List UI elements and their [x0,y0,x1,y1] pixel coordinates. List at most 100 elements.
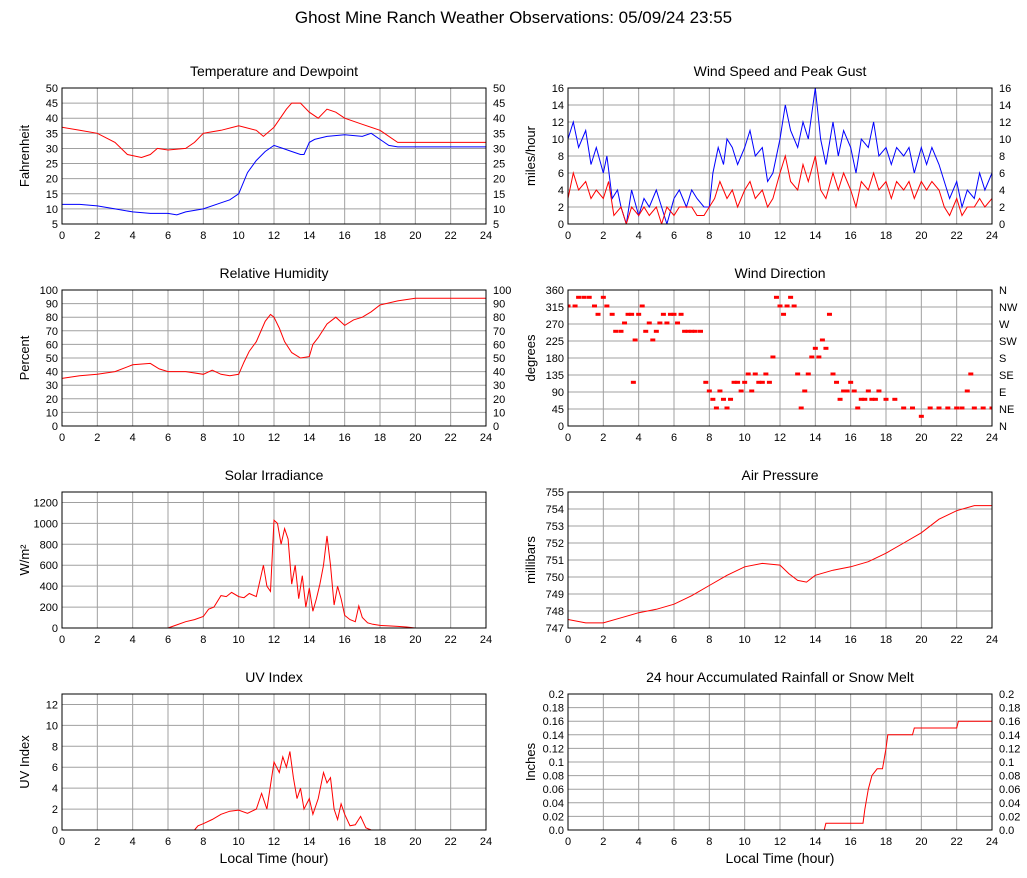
series-group [62,297,486,379]
x-tick-label: 6 [671,432,677,444]
y-tick-label: 0.18 [543,703,564,715]
x-tick-label: 6 [165,634,171,646]
direction-point [901,406,907,410]
y-tick-label: 754 [546,504,564,516]
direction-point [728,397,734,401]
x-tick-label: 14 [809,836,821,848]
y-tick-label: 10 [552,134,564,146]
y-tick-label: 80 [46,312,58,324]
direction-point [600,295,606,299]
x-tick-label: 10 [739,836,751,848]
direction-point [809,355,815,359]
direction-point [980,406,986,410]
direction-point [989,406,992,410]
series-line-1 [568,154,992,224]
direction-point [720,397,726,401]
direction-point [742,380,748,384]
x-tick-label: 12 [774,432,786,444]
x-tick-label: 10 [739,230,751,242]
x-tick-label: 18 [374,432,386,444]
chart-title: Relative Humidity [220,265,329,281]
y-tick-label-right: 14 [999,100,1011,112]
y-tick-label: 12 [46,699,58,711]
direction-point [869,397,875,401]
y-tick-label: 0.1 [549,757,564,769]
y-tick-label: 90 [552,387,564,399]
x-tick-label: 24 [480,836,492,848]
x-tick-label: 6 [165,836,171,848]
direction-point [865,389,871,393]
x-tick-label: 20 [409,836,421,848]
x-tick-label: 0 [59,634,65,646]
x-tick-label: 20 [915,634,927,646]
x-axis-label: Local Time (hour) [726,850,835,866]
y-tick-label: 14 [552,100,564,112]
direction-point [954,406,960,410]
x-tick-label: 12 [774,836,786,848]
direction-point [834,380,840,384]
y-tick-label: 40 [46,367,58,379]
x-tick-label: 8 [200,432,206,444]
plot-frame [61,491,487,629]
page-title: Ghost Mine Ranch Weather Observations: 0… [294,8,733,27]
x-tick-label: 18 [374,634,386,646]
series-group [62,751,486,830]
x-tick-label: 14 [303,836,315,848]
y-tick-label-right: 0.08 [999,771,1020,783]
y-tick-label-right: 45 [493,98,505,110]
x-tick-label: 12 [268,634,280,646]
direction-point [710,397,716,401]
y-tick-label-right: 0.1 [999,757,1014,769]
direction-point [841,389,847,393]
y-tick-label: 4 [558,185,564,197]
x-tick-label: 4 [636,230,642,242]
x-tick-label: 14 [303,634,315,646]
series-line-0 [568,88,992,224]
x-tick-label: 14 [809,230,821,242]
x-tick-label: 22 [951,634,963,646]
y-tick-label: 1000 [34,518,58,530]
direction-point [766,380,772,384]
plot-frame [567,693,993,831]
direction-point [848,380,854,384]
y-tick-label-right: 0.14 [999,730,1020,742]
y-tick-label: 50 [46,353,58,365]
compass-label: N [999,421,1007,433]
direction-point [802,389,808,393]
y-tick-label: 90 [46,299,58,311]
x-tick-label: 0 [565,230,571,242]
series-group [568,720,992,830]
y-tick-label: 751 [546,555,564,567]
direction-point [872,397,878,401]
series-group [568,295,992,418]
y-tick-label: 20 [46,174,58,186]
direction-point [770,355,776,359]
direction-point [671,312,677,316]
y-tick-label-right: 35 [493,128,505,140]
x-tick-label: 14 [303,432,315,444]
y-tick-label: 600 [40,560,58,572]
y-tick-label: 360 [546,285,564,297]
x-tick-label: 20 [409,230,421,242]
direction-point [805,372,811,376]
direction-point [682,329,688,333]
x-tick-label: 22 [445,634,457,646]
direction-point [592,304,597,308]
x-tick-label: 10 [739,432,751,444]
y-tick-label: 4 [52,783,58,795]
series-line-0 [62,297,486,379]
y-tick-label-right: 20 [493,394,505,406]
direction-point [660,312,666,316]
x-tick-label: 4 [130,432,136,444]
y-tick-label-right: 16 [999,83,1011,95]
y-tick-label-right: 10 [493,204,505,216]
direction-point [618,329,624,333]
y-tick-label-right: 8 [999,151,1005,163]
x-tick-label: 12 [268,432,280,444]
direction-point [883,397,889,401]
x-tick-label: 22 [951,836,963,848]
x-tick-label: 20 [409,634,421,646]
